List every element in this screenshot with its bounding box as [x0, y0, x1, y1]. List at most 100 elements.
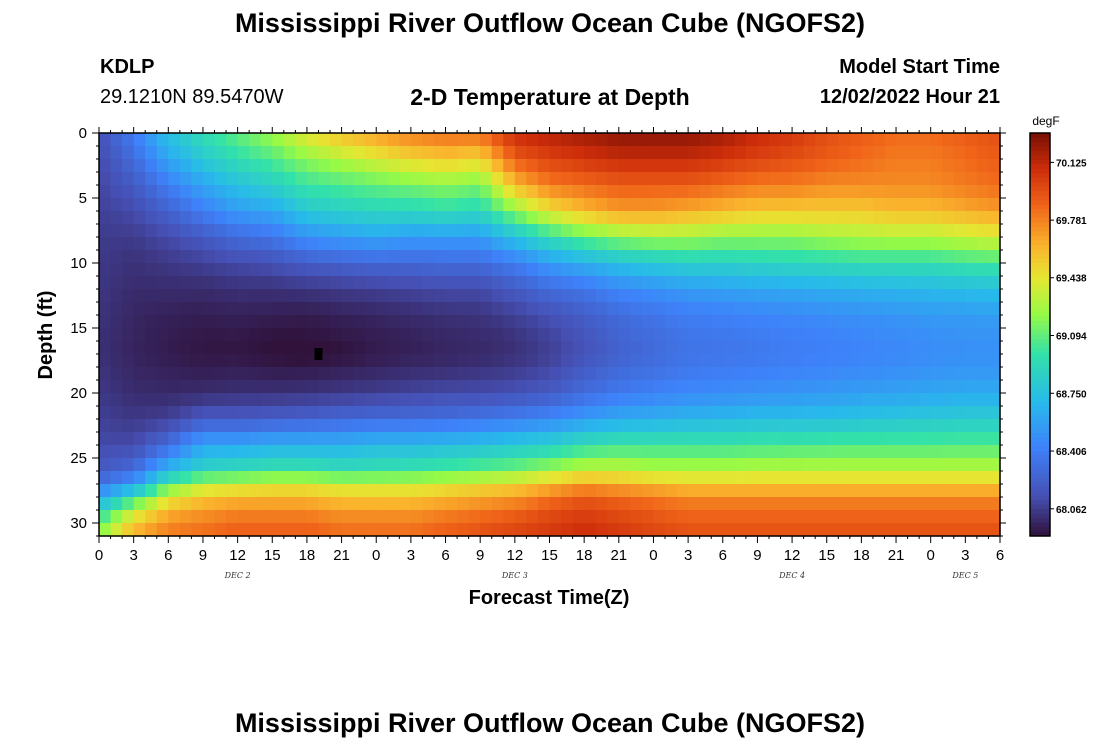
heatmap-cell: [457, 159, 470, 173]
heatmap-cell: [942, 471, 955, 485]
heatmap-cell: [156, 367, 169, 381]
heatmap-cell: [133, 406, 146, 420]
heatmap-cell: [537, 185, 551, 199]
heatmap-cell: [872, 237, 886, 251]
heatmap-cell: [110, 185, 123, 199]
heatmap-cell: [445, 341, 458, 355]
heatmap-cell: [849, 419, 862, 433]
heatmap-cell: [815, 185, 828, 199]
heatmap-cell: [468, 185, 481, 199]
heatmap-cell: [364, 523, 377, 537]
heatmap-cell: [896, 315, 909, 329]
heatmap-cell: [768, 484, 782, 498]
heatmap-cell: [283, 289, 296, 303]
heatmap-cell: [491, 146, 504, 160]
heatmap-cell: [849, 432, 862, 446]
heatmap-cell: [734, 445, 747, 459]
heatmap-cell: [930, 224, 943, 238]
heatmap-cell: [722, 471, 735, 485]
heatmap-cell: [884, 289, 897, 303]
heatmap-cell: [433, 159, 447, 173]
heatmap-cell: [722, 523, 735, 537]
heatmap-cell: [526, 172, 539, 186]
colorbar-segment: [1030, 343, 1050, 349]
heatmap-cell: [526, 341, 539, 355]
heatmap-cell: [364, 458, 377, 472]
heatmap-cell: [168, 263, 181, 277]
heatmap-cell: [896, 458, 909, 472]
heatmap-cell: [757, 133, 770, 147]
heatmap-cell: [768, 354, 782, 368]
heatmap-cell: [815, 341, 828, 355]
heatmap-cell: [399, 510, 412, 524]
heatmap-cell: [364, 432, 377, 446]
heatmap-cell: [480, 185, 493, 199]
heatmap-cell: [861, 250, 874, 264]
heatmap-cell: [249, 315, 262, 329]
heatmap-cell: [711, 510, 724, 524]
heatmap-cell: [433, 133, 447, 147]
heatmap-cell: [226, 224, 239, 238]
heatmap-cell: [849, 315, 862, 329]
heatmap-cell: [907, 419, 920, 433]
heatmap-cell: [907, 393, 920, 407]
heatmap-cell: [191, 211, 204, 225]
heatmap-cell: [815, 211, 828, 225]
heatmap-cell: [422, 445, 435, 459]
heatmap-cell: [722, 224, 735, 238]
heatmap-cell: [861, 458, 874, 472]
heatmap-cell: [272, 172, 285, 186]
heatmap-cell: [953, 354, 966, 368]
heatmap-cell: [549, 159, 562, 173]
heatmap-cell: [491, 224, 504, 238]
heatmap-cell: [410, 341, 424, 355]
heatmap-cell: [214, 393, 227, 407]
heatmap-cell: [445, 354, 458, 368]
heatmap-cell: [711, 276, 724, 290]
heatmap-cell: [145, 250, 158, 264]
heatmap-cell: [99, 302, 112, 316]
heatmap-cell: [849, 471, 862, 485]
heatmap-cell: [942, 146, 955, 160]
heatmap-cell: [595, 289, 608, 303]
heatmap-cell: [318, 198, 331, 212]
heatmap-cell: [353, 458, 366, 472]
heatmap-cell: [341, 497, 354, 511]
heatmap-cell: [676, 250, 689, 264]
heatmap-cell: [387, 367, 400, 381]
heatmap-cell: [757, 458, 770, 472]
heatmap-cell: [815, 497, 828, 511]
heatmap-cell: [214, 198, 227, 212]
heatmap-cell: [711, 367, 724, 381]
heatmap-cell: [399, 419, 412, 433]
heatmap-cell: [630, 510, 643, 524]
heatmap-cell: [145, 510, 158, 524]
heatmap-cell: [965, 341, 978, 355]
heatmap-cell: [699, 146, 712, 160]
heatmap-cell: [826, 172, 839, 186]
heatmap-cell: [665, 133, 678, 147]
heatmap-cell: [584, 172, 597, 186]
heatmap-cell: [953, 250, 966, 264]
heatmap-cell: [260, 172, 273, 186]
heatmap-cell: [191, 289, 204, 303]
heatmap-cell: [653, 354, 666, 368]
heatmap-cell: [179, 198, 193, 212]
heatmap-cell: [237, 159, 250, 173]
heatmap-cell: [376, 328, 389, 342]
heatmap-cell: [641, 432, 655, 446]
heatmap-cell: [514, 523, 527, 537]
heatmap-cell: [237, 328, 250, 342]
heatmap-cell: [907, 471, 920, 485]
heatmap-cell: [214, 367, 227, 381]
heatmap-cell: [849, 445, 862, 459]
heatmap-cell: [838, 276, 851, 290]
heatmap-cell: [561, 211, 574, 225]
heatmap-cell: [584, 484, 597, 498]
heatmap-cell: [491, 354, 504, 368]
heatmap-cell: [249, 146, 262, 160]
heatmap-cell: [237, 133, 250, 147]
heatmap-cell: [757, 380, 770, 394]
heatmap-cell: [399, 393, 412, 407]
colorbar-segment: [1030, 518, 1050, 524]
